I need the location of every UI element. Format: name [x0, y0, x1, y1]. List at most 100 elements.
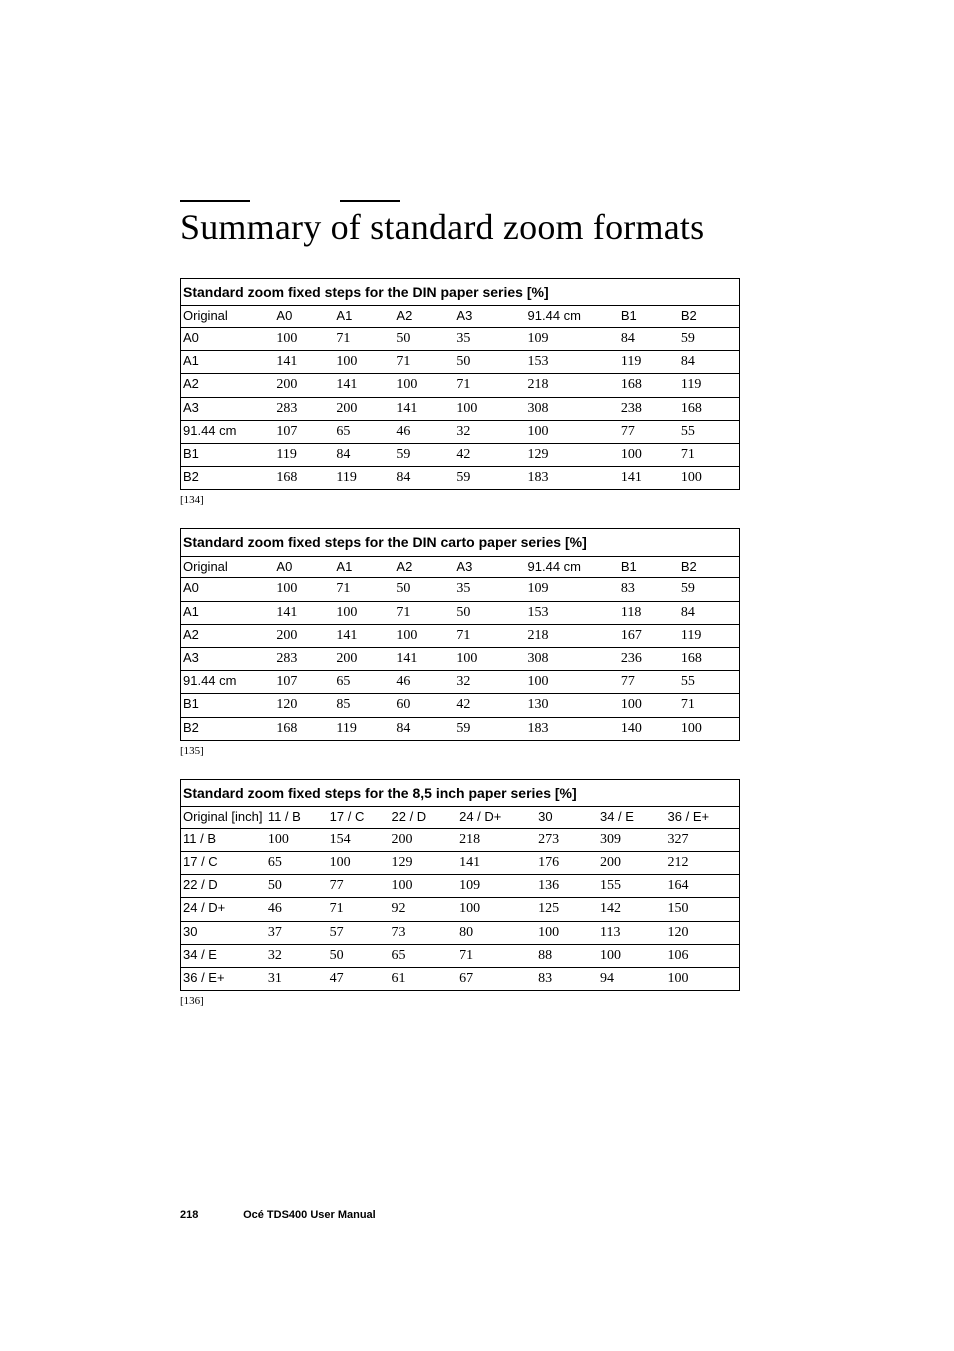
table-cell: 84 [619, 328, 679, 351]
title-rule [180, 200, 250, 202]
row-label: A0 [181, 328, 275, 351]
column-header: 11 / B [266, 806, 328, 828]
table-row: B21681198459183141100 [181, 467, 740, 490]
table-cell: 65 [334, 671, 394, 694]
table-cell: 200 [598, 852, 666, 875]
table-cell: 119 [679, 374, 740, 397]
row-label: 91.44 cm [181, 420, 275, 443]
table-cell: 100 [679, 717, 740, 740]
column-header: B1 [619, 556, 679, 578]
table-row: A3283200141100308236168 [181, 648, 740, 671]
table-cell: 283 [274, 648, 334, 671]
table-footnote: [134] [180, 494, 774, 506]
row-label: 24 / D+ [181, 898, 266, 921]
table-cell: 119 [334, 467, 394, 490]
column-header: A3 [454, 556, 525, 578]
row-label: B2 [181, 717, 275, 740]
table-cell: 71 [328, 898, 390, 921]
table-cell: 59 [394, 444, 454, 467]
table-caption: Standard zoom fixed steps for the DIN ca… [181, 529, 740, 556]
table-row: B111984594212910071 [181, 444, 740, 467]
table-cell: 59 [679, 578, 740, 601]
page-title: Summary of standard zoom formats [180, 206, 774, 248]
table-cell: 100 [334, 351, 394, 374]
column-header: B1 [619, 306, 679, 328]
table-cell: 327 [666, 828, 740, 851]
table-cell: 118 [619, 601, 679, 624]
column-header: 22 / D [390, 806, 458, 828]
table-cell: 100 [679, 467, 740, 490]
row-label: 91.44 cm [181, 671, 275, 694]
table-row: A01007150351098459 [181, 328, 740, 351]
table-cell: 119 [619, 351, 679, 374]
table-cell: 119 [334, 717, 394, 740]
table-cell: 119 [274, 444, 334, 467]
table-cell: 71 [457, 944, 536, 967]
table-cell: 71 [679, 444, 740, 467]
table-cell: 200 [274, 624, 334, 647]
table-row: A3283200141100308238168 [181, 397, 740, 420]
table-cell: 55 [679, 420, 740, 443]
table-cell: 100 [274, 578, 334, 601]
row-label: A2 [181, 374, 275, 397]
column-header: A3 [454, 306, 525, 328]
row-header: Original [181, 556, 275, 578]
table-cell: 107 [274, 420, 334, 443]
table-row: 24 / D+467192100125142150 [181, 898, 740, 921]
column-header: 91.44 cm [526, 306, 619, 328]
table-cell: 71 [679, 694, 740, 717]
table-cell: 46 [266, 898, 328, 921]
table-cell: 31 [266, 967, 328, 990]
table-cell: 46 [394, 420, 454, 443]
table-cell: 308 [526, 648, 619, 671]
table-cell: 200 [334, 648, 394, 671]
column-header: 34 / E [598, 806, 666, 828]
table-cell: 154 [328, 828, 390, 851]
table-cell: 200 [390, 828, 458, 851]
table-cell: 77 [619, 420, 679, 443]
table-cell: 65 [266, 852, 328, 875]
table-cell: 77 [619, 671, 679, 694]
table-cell: 100 [619, 694, 679, 717]
table-cell: 71 [394, 601, 454, 624]
table-cell: 35 [454, 328, 525, 351]
column-header: A0 [274, 306, 334, 328]
table-cell: 238 [619, 397, 679, 420]
row-label: B1 [181, 444, 275, 467]
table-cell: 141 [619, 467, 679, 490]
table-cell: 142 [598, 898, 666, 921]
column-header: 91.44 cm [526, 556, 619, 578]
table-cell: 50 [328, 944, 390, 967]
row-header: Original [inch] [181, 806, 266, 828]
table-cell: 71 [394, 351, 454, 374]
column-header: A1 [334, 556, 394, 578]
table-cell: 109 [457, 875, 536, 898]
table-cell: 32 [266, 944, 328, 967]
table-cell: 71 [454, 374, 525, 397]
column-header: A2 [394, 556, 454, 578]
table-cell: 107 [274, 671, 334, 694]
table-row: 91.44 cm1076546321007755 [181, 671, 740, 694]
table-cell: 46 [394, 671, 454, 694]
table-cell: 42 [454, 694, 525, 717]
table-cell: 141 [334, 374, 394, 397]
table-cell: 71 [334, 328, 394, 351]
table-row: 3037577380100113120 [181, 921, 740, 944]
table-cell: 130 [526, 694, 619, 717]
column-header: A1 [334, 306, 394, 328]
row-label: 30 [181, 921, 266, 944]
table-cell: 100 [394, 374, 454, 397]
table-cell: 73 [390, 921, 458, 944]
table-cell: 141 [457, 852, 536, 875]
table-caption: Standard zoom fixed steps for the 8,5 in… [181, 779, 740, 806]
table-row: 22 / D5077100109136155164 [181, 875, 740, 898]
table-row: 36 / E+314761678394100 [181, 967, 740, 990]
column-header: 36 / E+ [666, 806, 740, 828]
table-cell: 218 [457, 828, 536, 851]
table-cell: 55 [679, 671, 740, 694]
table-cell: 50 [266, 875, 328, 898]
table-row: B112085604213010071 [181, 694, 740, 717]
row-label: A0 [181, 578, 275, 601]
table-cell: 164 [666, 875, 740, 898]
table-cell: 308 [526, 397, 619, 420]
